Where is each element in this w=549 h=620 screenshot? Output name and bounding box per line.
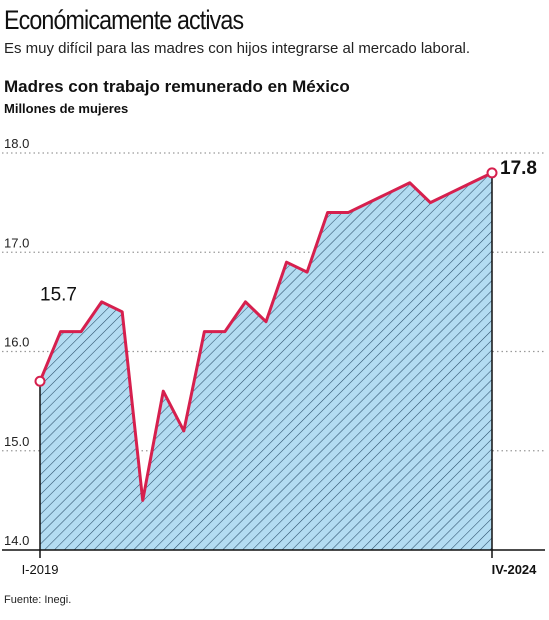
y-tick-labels: 18.0 17.0 16.0 15.0 14.0 bbox=[4, 136, 29, 548]
series-line bbox=[38, 171, 494, 502]
y-tick-label: 15.0 bbox=[4, 434, 29, 449]
area-layer bbox=[40, 172, 492, 550]
value-labels: 15.7 17.8 bbox=[40, 158, 537, 305]
x-tick-label-first: I-2019 bbox=[22, 562, 59, 577]
line-layer bbox=[38, 171, 494, 502]
axes: I-2019 IV-2024 bbox=[2, 172, 545, 577]
y-tick-label: 16.0 bbox=[4, 335, 29, 350]
y-tick-label: 18.0 bbox=[4, 136, 29, 151]
x-tick-label-last: IV-2024 bbox=[492, 562, 538, 577]
chart-title: Madres con trabajo remunerado en México bbox=[4, 77, 350, 96]
area-fill bbox=[40, 172, 492, 550]
markers bbox=[34, 167, 498, 387]
y-tick-label: 14.0 bbox=[4, 533, 29, 548]
marker-end bbox=[486, 167, 498, 179]
value-label-end: 17.8 bbox=[500, 158, 537, 179]
marker-start bbox=[34, 375, 46, 387]
headline: Económicamente activas bbox=[4, 5, 244, 35]
subheadline: Es muy difícil para las madres con hijos… bbox=[4, 40, 471, 57]
value-label-start: 15.7 bbox=[40, 284, 77, 305]
source-note: Fuente: Inegi. bbox=[4, 594, 72, 606]
y-tick-label: 17.0 bbox=[4, 235, 29, 250]
y-axis-label: Millones de mujeres bbox=[4, 101, 129, 116]
